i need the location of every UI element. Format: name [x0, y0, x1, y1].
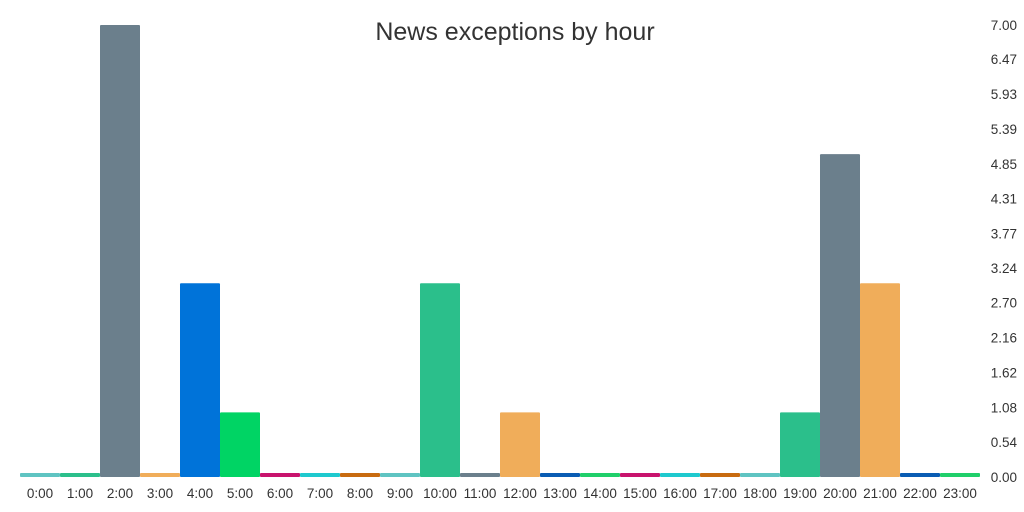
bar-19:00: [780, 412, 820, 477]
bar-23:00: [940, 473, 980, 477]
y-tick-label: 5.93: [991, 87, 1017, 102]
y-tick-label: 3.24: [991, 261, 1018, 276]
bar-16:00: [660, 473, 700, 477]
bar-21:00: [860, 283, 900, 477]
bar-22:00: [900, 473, 940, 477]
bar-15:00: [620, 473, 660, 477]
bar-5:00: [220, 412, 260, 477]
bar-20:00: [820, 154, 860, 477]
y-tick-label: 5.39: [991, 122, 1017, 137]
bar-6:00: [260, 473, 300, 477]
bar-10:00: [420, 283, 460, 477]
y-tick-label: 2.70: [991, 296, 1017, 311]
x-tick-label: 11:00: [464, 486, 497, 501]
x-tick-label: 13:00: [543, 486, 577, 501]
bar-3:00: [140, 473, 180, 477]
x-tick-label: 21:00: [863, 486, 897, 501]
x-tick-label: 15:00: [623, 486, 657, 501]
bar-13:00: [540, 473, 580, 477]
bar-17:00: [700, 473, 740, 477]
bar-1:00: [60, 473, 100, 477]
x-tick-label: 6:00: [267, 486, 293, 501]
bar-12:00: [500, 412, 540, 477]
x-tick-label: 23:00: [943, 486, 977, 501]
x-tick-label: 12:00: [503, 486, 537, 501]
y-tick-label: 4.31: [991, 192, 1017, 207]
x-tick-label: 17:00: [703, 486, 737, 501]
bar-11:00: [460, 473, 500, 477]
y-tick-label: 7.00: [991, 18, 1017, 33]
y-tick-label: 1.08: [991, 400, 1017, 415]
chart-title: News exceptions by hour: [375, 18, 655, 46]
bar-18:00: [740, 473, 780, 477]
x-tick-label: 5:00: [227, 486, 253, 501]
x-tick-label: 9:00: [387, 486, 413, 501]
x-tick-label: 16:00: [663, 486, 697, 501]
x-tick-label: 18:00: [743, 486, 777, 501]
bar-2:00: [100, 25, 140, 477]
y-tick-label: 4.85: [991, 157, 1017, 172]
x-tick-label: 19:00: [783, 486, 817, 501]
y-tick-label: 1.62: [991, 365, 1017, 380]
bar-8:00: [340, 473, 380, 477]
x-tick-label: 14:00: [583, 486, 617, 501]
bar-0:00: [20, 473, 60, 477]
x-tick-label: 2:00: [107, 486, 133, 501]
x-tick-label: 8:00: [347, 486, 373, 501]
x-tick-label: 1:00: [67, 486, 93, 501]
x-tick-label: 3:00: [147, 486, 173, 501]
bar-9:00: [380, 473, 420, 477]
x-tick-label: 10:00: [423, 486, 457, 501]
bar-7:00: [300, 473, 340, 477]
x-tick-label: 7:00: [307, 486, 333, 501]
x-tick-label: 4:00: [187, 486, 213, 501]
y-tick-label: 0.00: [991, 470, 1017, 485]
x-tick-label: 20:00: [823, 486, 857, 501]
x-tick-label: 0:00: [27, 486, 53, 501]
bar-4:00: [180, 283, 220, 477]
y-tick-label: 3.77: [991, 227, 1017, 242]
y-tick-label: 6.47: [991, 52, 1017, 67]
bar-14:00: [580, 473, 620, 477]
x-tick-label: 22:00: [903, 486, 937, 501]
y-tick-label: 0.54: [991, 435, 1018, 450]
y-tick-label: 2.16: [991, 331, 1017, 346]
